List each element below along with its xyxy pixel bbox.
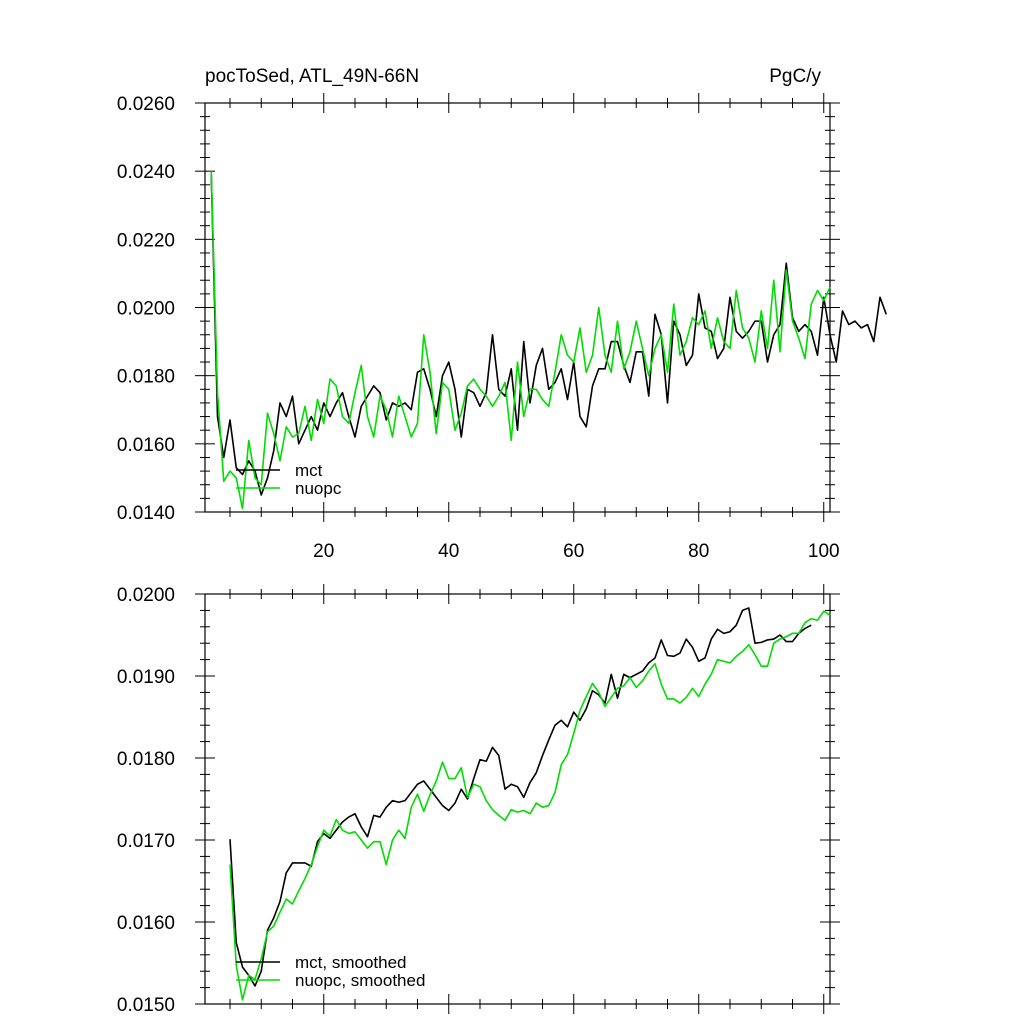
bottom-y-tick-label: 0.0180: [117, 749, 175, 770]
bottom-y-tick-label: 0.0200: [117, 585, 175, 606]
bottom-legend-label-0: mct, smoothed: [295, 953, 407, 972]
top-panel-units: PgC/y: [769, 66, 821, 87]
top-y-tick-label: 0.0260: [117, 94, 175, 115]
top-panel: pocToSed, ATL_49N-66N PgC/y 20 40 60 80 100 0…: [117, 66, 888, 562]
top-y-tick-label: 0.0200: [117, 299, 175, 320]
top-x-tick-label: 60: [563, 541, 584, 562]
bottom-series-line-1: [229, 610, 831, 1001]
bottom-series-line-0: [229, 607, 812, 987]
top-series-line-1: [210, 171, 831, 510]
bottom-y-tick-label: 0.0190: [117, 667, 175, 688]
top-y-tick-label: 0.0180: [117, 367, 175, 388]
top-series-line-0: [210, 174, 888, 496]
bottom-y-tick-label: 0.0170: [117, 831, 175, 852]
bottom-y-tick-label: 0.0150: [117, 995, 175, 1016]
bottom-legend-label-1: nuopc, smoothed: [295, 971, 425, 990]
top-panel-title: pocToSed, ATL_49N-66N: [205, 66, 419, 87]
top-y-tick-label: 0.0220: [117, 230, 175, 251]
bottom-plot-frame: [204, 593, 831, 1005]
top-x-tick-label: 80: [688, 541, 709, 562]
top-plot-frame: [204, 102, 831, 513]
top-x-tick-label: 100: [808, 541, 840, 562]
bottom-panel: 0.0150 0.0160 0.0170 0.0180 0.0190 0.0200 mct,…: [117, 584, 840, 1016]
top-x-tick-label: 40: [438, 541, 459, 562]
top-y-tick-label: 0.0140: [117, 503, 175, 524]
top-y-tick-label: 0.0160: [117, 435, 175, 456]
top-x-tick-label: 20: [313, 541, 334, 562]
top-legend-label-1: nuopc: [295, 479, 342, 498]
bottom-y-tick-label: 0.0160: [117, 913, 175, 934]
top-legend-label-0: mct: [295, 461, 323, 480]
top-y-tick-label: 0.0240: [117, 162, 175, 183]
